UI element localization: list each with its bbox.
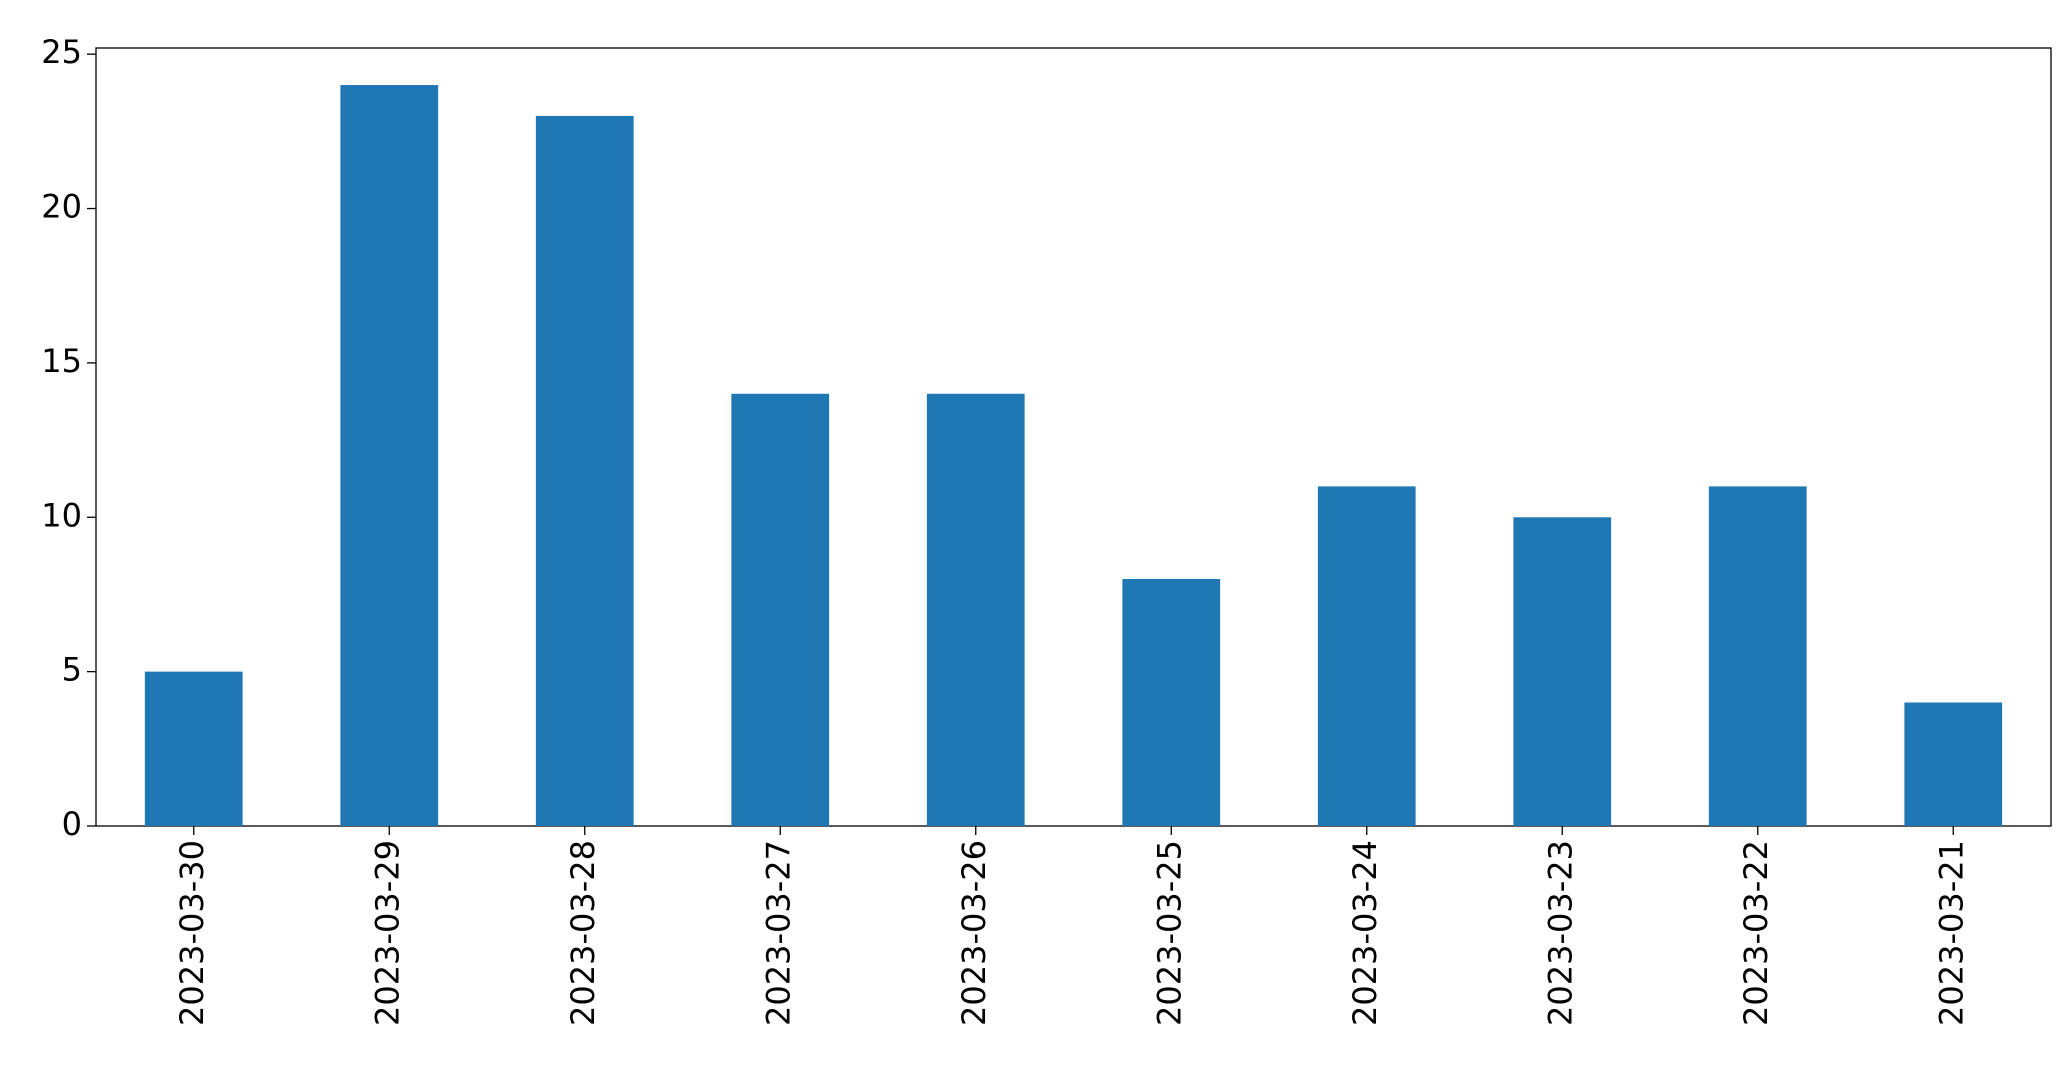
x-tick-label: 2023-03-24 xyxy=(1346,840,1384,1026)
bar xyxy=(535,115,634,826)
bar xyxy=(731,393,830,826)
y-tick-label: 15 xyxy=(41,342,82,380)
x-tick-label: 2023-03-29 xyxy=(368,840,406,1026)
y-tick-label: 0 xyxy=(62,805,82,843)
x-tick-label: 2023-03-30 xyxy=(173,840,211,1026)
x-tick-label: 2023-03-27 xyxy=(759,840,797,1026)
x-tick-label: 2023-03-25 xyxy=(1150,840,1188,1026)
bar xyxy=(340,85,439,827)
bar xyxy=(1708,486,1807,826)
x-tick-label: 2023-03-21 xyxy=(1932,840,1970,1026)
plot-frame xyxy=(95,47,2052,827)
bar xyxy=(1904,702,2003,826)
x-tick-label: 2023-03-28 xyxy=(564,840,602,1026)
x-tick-label: 2023-03-23 xyxy=(1541,840,1579,1026)
bar xyxy=(1513,517,1612,826)
y-tick-label: 5 xyxy=(62,651,82,689)
y-tick-label: 10 xyxy=(41,496,82,534)
bar xyxy=(926,393,1025,826)
bar xyxy=(144,671,243,826)
bar xyxy=(1122,579,1221,826)
y-tick-label: 25 xyxy=(41,33,82,71)
bar xyxy=(1317,486,1416,826)
x-tick-label: 2023-03-22 xyxy=(1737,840,1775,1026)
y-tick-label: 20 xyxy=(41,188,82,226)
x-tick-label: 2023-03-26 xyxy=(955,840,993,1026)
